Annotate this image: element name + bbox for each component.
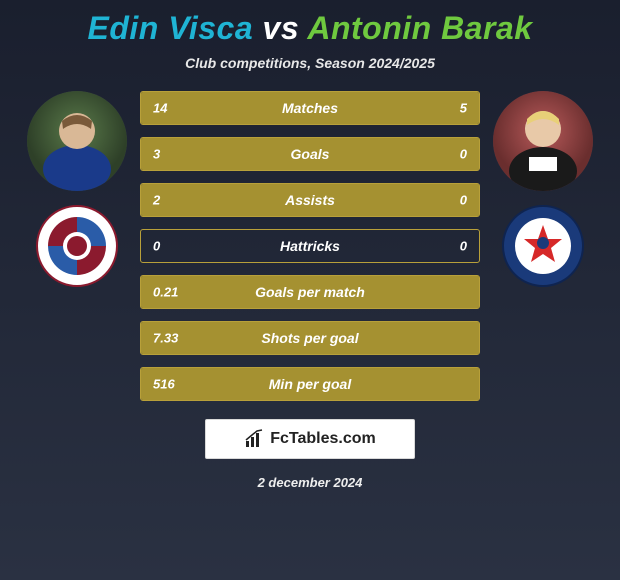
player1-avatar-svg <box>27 91 127 191</box>
chart-icon <box>244 429 264 449</box>
stat-label: Min per goal <box>269 376 351 392</box>
watermark-text: FcTables.com <box>270 430 376 448</box>
stat-value-left: 3 <box>153 147 160 162</box>
stat-rows: 14 Matches 5 3 Goals 0 2 Assists 0 0 Hattricks 0 0.2… <box>140 91 480 401</box>
left-column <box>22 91 132 287</box>
stat-row: 0 Hattricks 0 <box>140 229 480 263</box>
right-column <box>488 91 598 287</box>
watermark-badge: FcTables.com <box>205 419 415 459</box>
stat-row: 14 Matches 5 <box>140 91 480 125</box>
stat-row: 2 Assists 0 <box>140 183 480 217</box>
stat-value-right: 0 <box>460 147 467 162</box>
comparison-content: 14 Matches 5 3 Goals 0 2 Assists 0 0 Hattricks 0 0.2… <box>0 91 620 401</box>
club2-badge-svg <box>502 205 584 287</box>
player1-name: Edin Visca <box>87 10 253 46</box>
stat-value-left: 7.33 <box>153 331 178 346</box>
header: Edin Visca vs Antonin Barak Club competi… <box>0 0 620 71</box>
player2-avatar-svg <box>493 91 593 191</box>
stat-value-left: 0.21 <box>153 285 178 300</box>
player2-name: Antonin Barak <box>307 10 532 46</box>
stat-label: Assists <box>285 192 335 208</box>
stat-value-left: 0 <box>153 239 160 254</box>
stat-fill-left <box>141 92 390 124</box>
subtitle: Club competitions, Season 2024/2025 <box>0 55 620 71</box>
club2-badge <box>502 205 584 287</box>
stat-label: Shots per goal <box>261 330 358 346</box>
stat-value-right: 0 <box>460 193 467 208</box>
stat-label: Hattricks <box>280 238 340 254</box>
datestamp: 2 december 2024 <box>0 475 620 490</box>
stat-label: Goals <box>291 146 330 162</box>
stat-value-left: 2 <box>153 193 160 208</box>
stat-row: 7.33 Shots per goal <box>140 321 480 355</box>
stat-value-right: 5 <box>460 101 467 116</box>
stat-value-left: 14 <box>153 101 167 116</box>
stat-value-right: 0 <box>460 239 467 254</box>
stat-row: 0.21 Goals per match <box>140 275 480 309</box>
stat-row: 3 Goals 0 <box>140 137 480 171</box>
stat-label: Matches <box>282 100 338 116</box>
stat-label: Goals per match <box>255 284 365 300</box>
stat-row: 516 Min per goal <box>140 367 480 401</box>
stat-value-left: 516 <box>153 377 175 392</box>
vs-text: vs <box>263 10 300 46</box>
club1-badge <box>36 205 118 287</box>
page-title: Edin Visca vs Antonin Barak <box>0 10 620 47</box>
club1-badge-svg <box>36 205 118 287</box>
player1-avatar <box>27 91 127 191</box>
player2-avatar <box>493 91 593 191</box>
